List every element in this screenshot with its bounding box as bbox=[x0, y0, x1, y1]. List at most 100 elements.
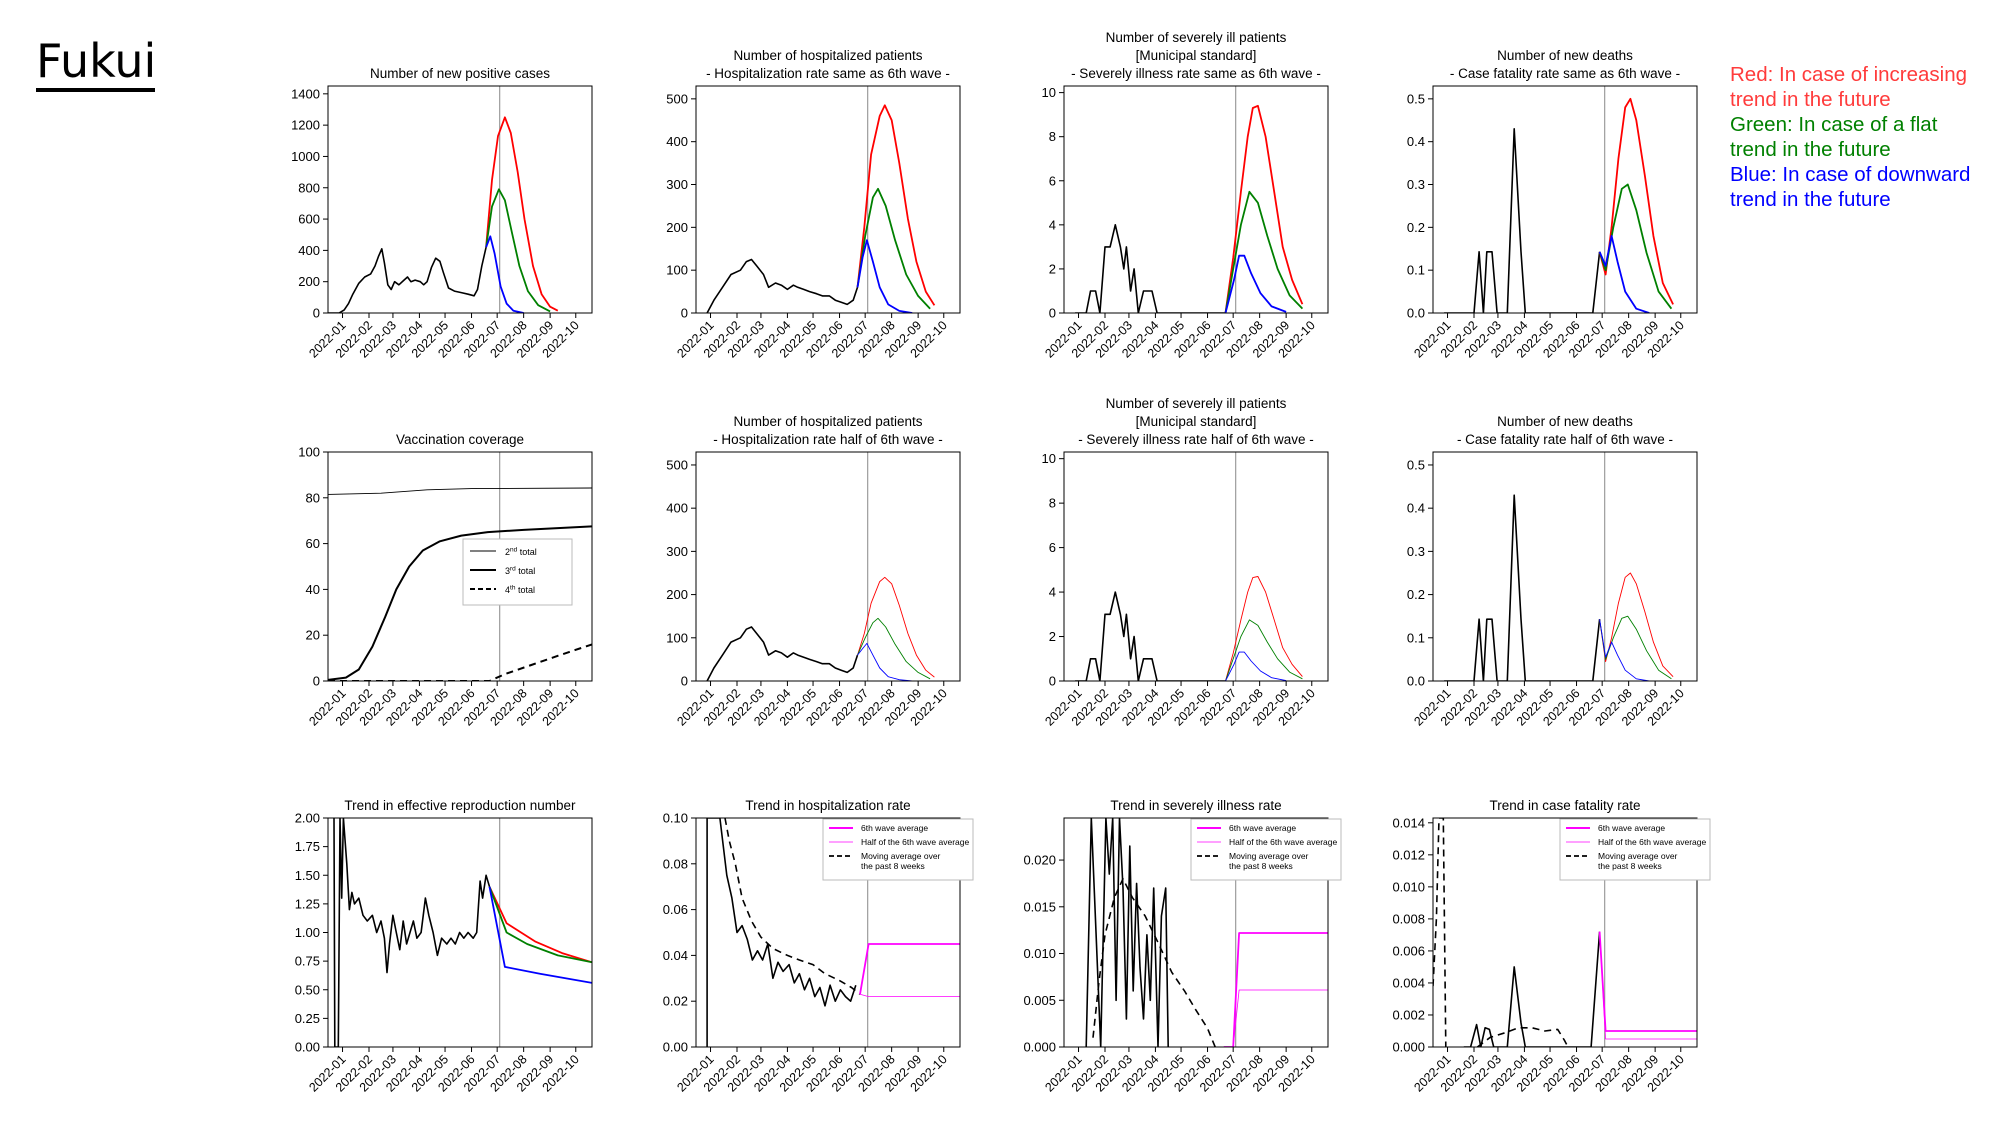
legend-green-line2: trend in the future bbox=[1730, 138, 1891, 161]
series-line bbox=[1075, 224, 1226, 313]
legend-label: 6th wave average bbox=[1229, 823, 1296, 833]
y-tick-label: 4 bbox=[1049, 585, 1056, 600]
plot-frame bbox=[327, 817, 593, 1048]
series-line bbox=[857, 617, 931, 680]
chart-hospitalized-same: Number of hospitalized patients - Hospita… bbox=[666, 48, 961, 361]
series-group bbox=[1075, 576, 1303, 681]
y-tick-label: 600 bbox=[298, 212, 320, 227]
series-line bbox=[1598, 97, 1674, 305]
y-tick-label: 300 bbox=[666, 544, 688, 559]
legend-label: Half of the 6th wave average bbox=[861, 837, 969, 847]
y-tick-label: 0 bbox=[681, 306, 688, 321]
series-line bbox=[859, 993, 960, 997]
legend-label: Moving average over bbox=[1229, 851, 1309, 861]
y-tick-label: 100 bbox=[666, 263, 688, 278]
y-tick-label: 8 bbox=[1049, 496, 1056, 511]
legend-label: the past 8 weeks bbox=[861, 861, 925, 871]
y-tick-label: 0.012 bbox=[1392, 847, 1425, 862]
rate-legend: 6th wave average Half of the 6th wave ave… bbox=[1190, 818, 1342, 881]
legend-red-line1: Red: In case of increasing bbox=[1730, 63, 1968, 86]
y-tick-label: 1.25 bbox=[295, 896, 320, 911]
title-underline bbox=[36, 88, 155, 92]
chart-title: Number of hospitalized patients bbox=[733, 414, 922, 429]
chart-title: Number of severely ill patients bbox=[1106, 396, 1287, 411]
legend-label: 6th wave average bbox=[1598, 823, 1665, 833]
y-tick-label: 0.004 bbox=[1392, 975, 1425, 990]
series-line bbox=[1433, 818, 1447, 1047]
chart-title: [Municipal standard] bbox=[1136, 414, 1257, 429]
series-line bbox=[1599, 931, 1697, 1040]
series-line bbox=[1225, 576, 1303, 681]
series-line bbox=[1598, 931, 1697, 1032]
series-line bbox=[1598, 234, 1650, 313]
plot-frame bbox=[695, 817, 961, 1048]
series-line bbox=[706, 818, 857, 1047]
chart-case-fatality-rate: Trend in case fatality rate 0.000 0.002 0.0… bbox=[1392, 798, 1711, 1095]
series-line bbox=[724, 818, 861, 995]
y-tick-label: 0.25 bbox=[295, 1011, 320, 1026]
y-tick-label: 0.00 bbox=[663, 1040, 688, 1055]
chart-title: - Hospitalization rate half of 6th wave … bbox=[713, 432, 943, 447]
chart-new-deaths-half: Number of new deaths - Case fatality rate… bbox=[1407, 414, 1698, 729]
legend-label: the past 8 weeks bbox=[1598, 861, 1662, 871]
y-tick-label: 1400 bbox=[291, 86, 320, 101]
plot-frame bbox=[1063, 817, 1329, 1048]
y-tick-label: 100 bbox=[298, 445, 320, 460]
y-tick-label: 0.010 bbox=[1392, 879, 1425, 894]
y-tick-label: 0.5 bbox=[1407, 91, 1425, 106]
plot-frame bbox=[1432, 85, 1698, 314]
y-tick-label: 0.1 bbox=[1407, 263, 1425, 278]
vaccination-legend: 2nd total 3rd total 4th total bbox=[462, 538, 573, 606]
chart-severely-illness-rate: Trend in severely illness rate 0.000 0.005… bbox=[1023, 798, 1342, 1095]
y-tick-label: 100 bbox=[666, 630, 688, 645]
y-tick-label: 800 bbox=[298, 180, 320, 195]
series-group bbox=[706, 104, 936, 313]
chart-title: Vaccination coverage bbox=[396, 432, 524, 447]
legend-label: Moving average over bbox=[1598, 851, 1678, 861]
y-tick-label: 0.4 bbox=[1407, 501, 1425, 516]
y-tick-label: 300 bbox=[666, 177, 688, 192]
series-line bbox=[488, 886, 592, 964]
series-line bbox=[857, 576, 935, 678]
y-tick-label: 2 bbox=[1049, 261, 1056, 276]
y-tick-label: 80 bbox=[306, 490, 320, 505]
y-tick-label: 1.75 bbox=[295, 839, 320, 854]
y-tick-label: 200 bbox=[298, 274, 320, 289]
series-line bbox=[1463, 931, 1601, 1047]
series-line bbox=[485, 116, 559, 312]
rate-legend: 6th wave average Half of the 6th wave ave… bbox=[1559, 818, 1711, 881]
series-line bbox=[328, 643, 592, 681]
plot-frame bbox=[327, 451, 593, 682]
series-group bbox=[328, 487, 592, 681]
y-tick-label: 0.0 bbox=[1407, 306, 1425, 321]
y-tick-label: 0.000 bbox=[1023, 1040, 1056, 1055]
legend-box bbox=[1190, 818, 1342, 881]
plot-frame bbox=[327, 85, 593, 314]
series-group bbox=[1085, 818, 1328, 1047]
y-tick-label: 0.3 bbox=[1407, 177, 1425, 192]
y-tick-label: 0.005 bbox=[1023, 993, 1056, 1008]
chart-vaccination-coverage: Vaccination coverage0204060801002022-012… bbox=[298, 432, 593, 729]
rate-legend: 6th wave average Half of the 6th wave ave… bbox=[822, 818, 974, 881]
plot-frame bbox=[1063, 451, 1329, 682]
series-group bbox=[1444, 97, 1674, 313]
chart-hospitalized-half: Number of hospitalized patients - Hospita… bbox=[666, 414, 961, 729]
series-line bbox=[857, 642, 913, 681]
plot-frame bbox=[695, 451, 961, 682]
chart-title: - Severely illness rate half of 6th wave… bbox=[1078, 432, 1314, 447]
chart-title: Number of new deaths bbox=[1497, 414, 1633, 429]
legend-label: Half of the 6th wave average bbox=[1598, 837, 1706, 847]
y-tick-label: 2.00 bbox=[295, 811, 320, 826]
y-tick-label: 0.006 bbox=[1392, 943, 1425, 958]
y-tick-label: 500 bbox=[666, 457, 688, 472]
y-tick-label: 1200 bbox=[291, 118, 320, 133]
y-tick-label: 0 bbox=[1049, 674, 1056, 689]
plot-frame bbox=[1432, 451, 1698, 682]
y-tick-label: 0 bbox=[681, 674, 688, 689]
y-tick-label: 6 bbox=[1049, 173, 1056, 188]
series-line bbox=[488, 886, 592, 984]
chart-title: Trend in effective reproduction number bbox=[344, 798, 576, 813]
y-tick-label: 200 bbox=[666, 587, 688, 602]
y-tick-label: 0.00 bbox=[295, 1040, 320, 1055]
